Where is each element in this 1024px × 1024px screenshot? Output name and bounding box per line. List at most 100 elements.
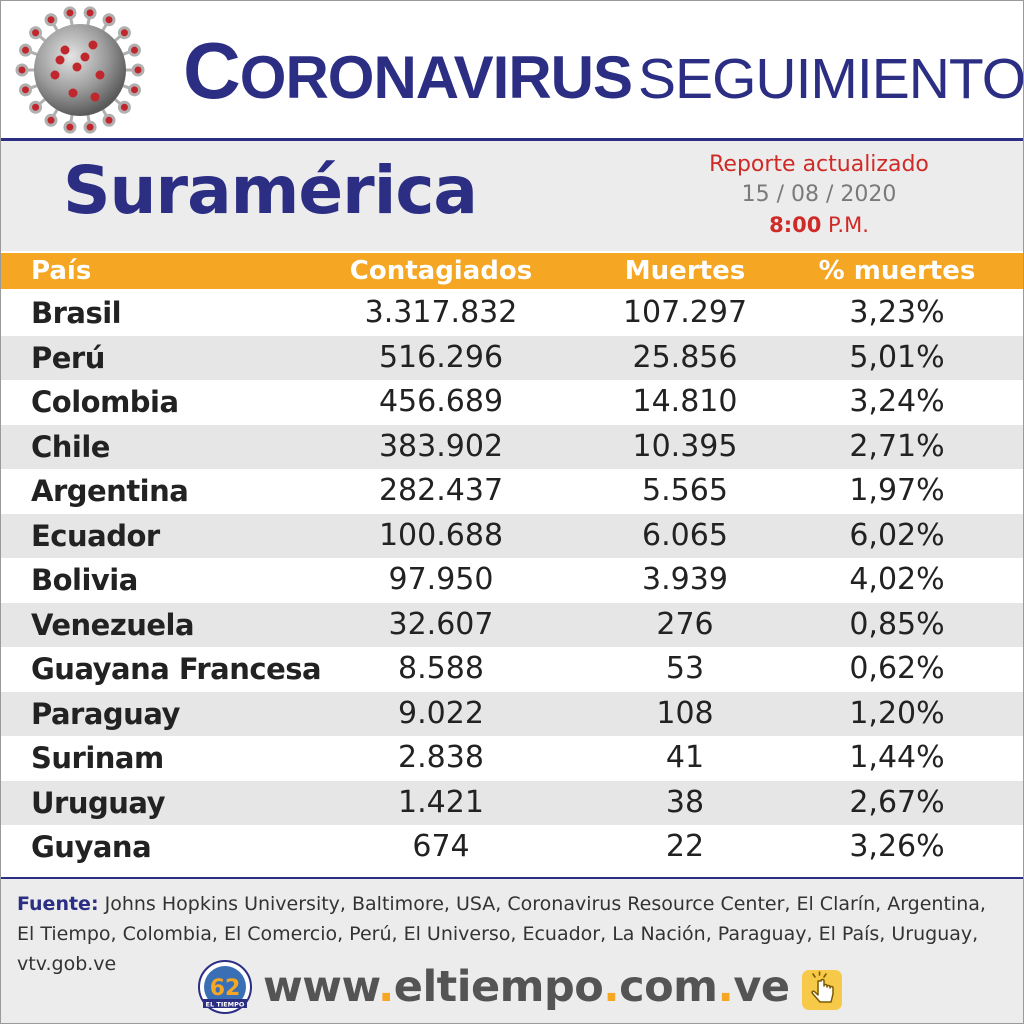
pct-cell: 2,67%	[849, 784, 945, 820]
pct-cell: 3,24%	[849, 384, 945, 419]
pct-cell: 2,71%	[849, 428, 945, 464]
column-header-country: País	[31, 256, 92, 286]
cases-cell: 9.022	[398, 695, 484, 731]
cases-cell: 1.421	[398, 784, 484, 820]
table-row: Guyana 674 22 3,26%	[1, 825, 1023, 870]
title-bold: ORONAVIRUS	[239, 44, 633, 111]
country-cell: Ecuador	[31, 518, 160, 553]
country-cell: Uruguay	[31, 785, 165, 820]
deaths-cell: 108	[656, 695, 714, 731]
cases-cell: 456.689	[378, 384, 504, 419]
cases-cell: 100.688	[378, 517, 504, 553]
table-row: Uruguay 1.421 38 2,67%	[1, 780, 1023, 825]
source-label: Fuente:	[17, 893, 99, 915]
page-title: CORONAVIRUS SEGUIMIENTO	[183, 26, 1024, 121]
report-date: 15 / 08 / 2020	[741, 182, 897, 207]
country-cell: Perú	[31, 340, 105, 375]
country-cell: Chile	[31, 429, 110, 464]
deaths-cell: 14.810	[632, 384, 738, 419]
pct-cell: 5,01%	[849, 339, 945, 375]
country-cell: Colombia	[31, 385, 179, 419]
country-cell: Brasil	[31, 296, 122, 330]
region-title: Suramérica	[63, 152, 478, 229]
country-cell: Bolivia	[31, 563, 138, 597]
divider	[1, 877, 1023, 880]
pct-cell: 1,44%	[849, 740, 945, 775]
logo-text: EL TIEMPO	[206, 1001, 245, 1009]
deaths-cell: 53	[665, 651, 705, 686]
logo-number: 62	[210, 976, 241, 1001]
website-url[interactable]: www.eltiempo.com.ve	[263, 957, 790, 1017]
country-cell: Surinam	[31, 741, 164, 775]
column-header-deaths: Muertes	[624, 256, 746, 286]
pct-cell: 0,85%	[849, 606, 945, 642]
header: CORONAVIRUS SEGUIMIENTO	[1, 1, 1023, 139]
cases-cell: 516.296	[378, 339, 504, 375]
pct-cell: 0,62%	[849, 651, 945, 686]
country-cell: Paraguay	[31, 696, 180, 731]
url-dot: .	[377, 962, 394, 1012]
table-row: Venezuela 32.607 276 0,85%	[1, 602, 1023, 647]
url-dot: .	[603, 962, 620, 1012]
cases-cell: 674	[412, 829, 470, 864]
cases-cell: 8.588	[398, 651, 484, 686]
el-tiempo-logo: 62 EL TIEMPO	[198, 960, 252, 1014]
table-row: Surinam 2.838 41 1,44%	[1, 736, 1023, 781]
table-row: Chile 383.902 10.395 2,71%	[1, 424, 1023, 469]
table-row: Ecuador 100.688 6.065 6,02%	[1, 513, 1023, 558]
report-time-value: 8:00	[769, 213, 822, 237]
divider	[1, 138, 1023, 141]
table-row: Bolivia 97.950 3.939 4,02%	[1, 558, 1023, 603]
pct-cell: 3,23%	[849, 295, 945, 330]
table-row: Paraguay 9.022 108 1,20%	[1, 691, 1023, 736]
table-body: Brasil 3.317.832 107.297 3,23% Perú 516.296 25…	[1, 291, 1023, 870]
deaths-cell: 41	[665, 740, 705, 775]
footer	[1, 879, 1023, 1023]
country-cell: Venezuela	[31, 607, 195, 642]
cases-cell: 2.838	[398, 740, 484, 775]
cases-cell: 3.317.832	[364, 295, 518, 330]
report-info: Reporte actualizado 15 / 08 / 2020 8:00 …	[701, 151, 937, 239]
table-row: Guayana Francesa 8.588 53 0,62%	[1, 647, 1023, 692]
pct-cell: 6,02%	[849, 517, 945, 553]
column-header-cases: Contagiados	[349, 256, 533, 286]
deaths-cell: 276	[656, 606, 714, 642]
deaths-cell: 5.565	[642, 473, 728, 508]
url-domain: eltiempo	[393, 962, 604, 1012]
deaths-cell: 10.395	[632, 428, 738, 464]
deaths-cell: 107.297	[622, 295, 748, 330]
url-www: www	[263, 962, 378, 1012]
report-label: Reporte actualizado	[709, 152, 929, 177]
deaths-cell: 6.065	[642, 517, 728, 553]
url-ve: ve	[733, 962, 790, 1012]
cases-cell: 383.902	[378, 428, 504, 464]
deaths-cell: 38	[665, 784, 705, 820]
title-light: SEGUIMIENTO	[638, 47, 1024, 111]
country-cell: Guayana Francesa	[31, 652, 322, 686]
url-dot: .	[717, 962, 734, 1012]
source-note: Fuente: Johns Hopkins University, Baltim…	[17, 889, 1007, 979]
deaths-cell: 3.939	[642, 562, 728, 597]
table-row: Argentina 282.437 5.565 1,97%	[1, 469, 1023, 514]
country-cell: Argentina	[31, 474, 189, 508]
cases-cell: 282.437	[378, 473, 504, 508]
report-ampm: P.M.	[828, 213, 869, 237]
pointer-click-icon	[802, 970, 842, 1010]
cases-cell: 97.950	[388, 562, 494, 597]
subheader	[1, 141, 1023, 251]
table-row: Perú 516.296 25.856 5,01%	[1, 335, 1023, 380]
pct-cell: 1,20%	[849, 695, 945, 731]
pct-cell: 4,02%	[849, 562, 945, 597]
column-header-pct: % muertes	[818, 256, 976, 286]
table-row: Colombia 456.689 14.810 3,24%	[1, 380, 1023, 425]
deaths-cell: 25.856	[632, 339, 738, 375]
source-text: Johns Hopkins University, Baltimore, USA…	[17, 893, 986, 975]
report-time: 8:00 P.M.	[701, 211, 937, 239]
pct-cell: 3,26%	[849, 829, 945, 864]
table-row: Brasil 3.317.832 107.297 3,23%	[1, 291, 1023, 336]
table-header: País Contagiados Muertes % muertes	[1, 253, 1023, 289]
deaths-cell: 22	[665, 829, 705, 864]
country-cell: Guyana	[31, 830, 152, 864]
title-first-letter: C	[183, 26, 241, 115]
